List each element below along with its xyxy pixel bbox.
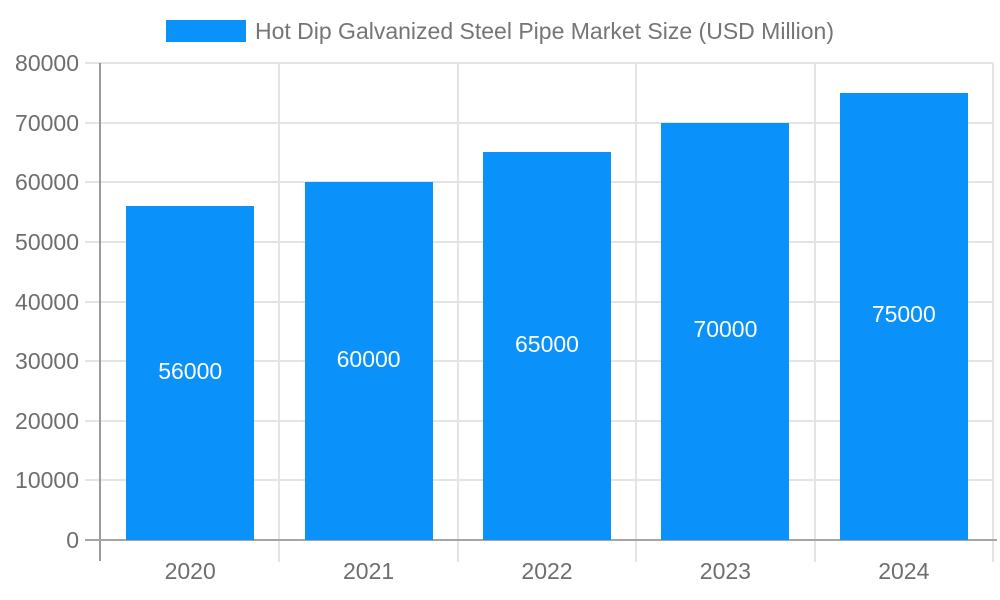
x-tick-label: 2022 (521, 558, 573, 584)
bar-2023[interactable]: 70000 (661, 122, 790, 540)
bar-value-label: 60000 (336, 346, 401, 373)
y-tick-label: 0 (66, 527, 79, 553)
gridline-vertical (635, 63, 638, 562)
y-tick-label: 10000 (15, 467, 79, 494)
legend[interactable]: Hot Dip Galvanized Steel Pipe Market Siz… (0, 18, 1000, 44)
bar-2024[interactable]: 75000 (839, 92, 968, 540)
bar-2021[interactable]: 60000 (304, 182, 433, 540)
gridline-horizontal (85, 121, 993, 124)
bar-value-label: 75000 (871, 301, 936, 328)
bar-2020[interactable]: 56000 (126, 206, 255, 540)
legend-label: Hot Dip Galvanized Steel Pipe Market Siz… (254, 18, 835, 44)
y-tick-label: 70000 (15, 109, 79, 136)
gridline-horizontal (85, 62, 993, 64)
gridline-vertical (813, 63, 816, 562)
legend-swatch-icon (165, 20, 246, 42)
y-tick-label: 50000 (15, 228, 79, 255)
gridline-vertical (456, 63, 459, 562)
y-tick-label: 30000 (15, 348, 79, 375)
x-axis-line (85, 539, 997, 541)
bar-value-label: 65000 (515, 331, 579, 358)
gridline-vertical (278, 63, 281, 562)
bar-2022[interactable]: 65000 (483, 152, 611, 540)
y-tick-label: 40000 (15, 288, 79, 315)
y-tick-label: 60000 (15, 169, 79, 196)
x-tick-label: 2020 (164, 558, 216, 584)
y-tick-label: 20000 (15, 407, 79, 434)
y-tick-label: 80000 (15, 50, 79, 76)
x-tick-label: 2023 (699, 558, 751, 584)
x-tick-label: 2024 (878, 558, 930, 584)
bar-value-label: 70000 (693, 316, 758, 343)
gridline-vertical (992, 63, 994, 562)
y-axis-line (99, 63, 101, 561)
bar-value-label: 56000 (158, 358, 223, 385)
x-tick-label: 2021 (343, 558, 395, 584)
